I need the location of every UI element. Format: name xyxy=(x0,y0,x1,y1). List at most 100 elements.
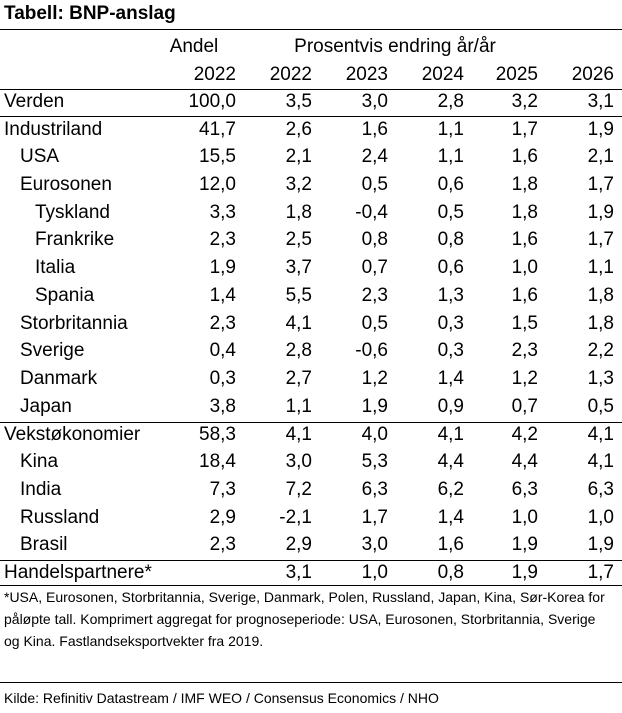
table-cell: 3,7 xyxy=(285,257,312,278)
table-cell: 3,8 xyxy=(209,396,236,417)
table-cell: -0,6 xyxy=(355,340,388,361)
table-cell: 0,3 xyxy=(437,340,464,361)
table-cell: 1,7 xyxy=(511,119,538,140)
row-label: Vekstøkonomier xyxy=(4,424,141,445)
row-label: Eurosonen xyxy=(20,174,112,195)
table-cell: 3,1 xyxy=(285,562,312,583)
table-cell: 1,6 xyxy=(511,285,538,306)
table-cell: -0,4 xyxy=(355,202,388,223)
table-cell: 2,5 xyxy=(285,229,312,250)
table-cell: 0,6 xyxy=(437,174,464,195)
table-cell: 1,1 xyxy=(587,257,614,278)
table-cell: 2,3 xyxy=(209,534,236,555)
table-cell: 2,6 xyxy=(285,119,312,140)
table-cell: 1,7 xyxy=(361,507,388,528)
table-cell: 2,3 xyxy=(209,229,236,250)
table-cell: 4,4 xyxy=(437,451,464,472)
row-label: Spania xyxy=(35,285,95,306)
table-cell: 0,5 xyxy=(361,313,388,334)
header-year: 2024 xyxy=(421,64,464,85)
row-label: India xyxy=(20,479,62,500)
table-cell: 3,5 xyxy=(285,91,312,112)
row-label: Frankrike xyxy=(35,229,115,250)
header-year: 2025 xyxy=(495,64,538,85)
header-pct-change: Prosentvis endring år/år xyxy=(294,36,496,57)
table-cell: 2,1 xyxy=(285,146,312,167)
table-cell: 3,0 xyxy=(285,451,312,472)
row-label: Japan xyxy=(20,396,72,417)
table-cell: 2,1 xyxy=(587,146,614,167)
table-cell: 1,1 xyxy=(437,119,464,140)
table-cell: 1,4 xyxy=(437,368,464,389)
table-cell: 0,5 xyxy=(437,202,464,223)
table-cell: 6,2 xyxy=(437,479,464,500)
table-cell: 4,1 xyxy=(285,424,312,445)
table-cell: 1,9 xyxy=(511,562,538,583)
table-cell: 15,5 xyxy=(199,146,236,167)
table-cell: 1,6 xyxy=(511,229,538,250)
table-cell: 0,4 xyxy=(209,340,236,361)
table-cell: 0,3 xyxy=(209,368,236,389)
table-cell: 1,3 xyxy=(587,368,614,389)
table-cell: 1,1 xyxy=(285,396,312,417)
table-cell: 3,3 xyxy=(209,202,236,223)
table-cell: 3,2 xyxy=(285,174,312,195)
table-cell: 4,0 xyxy=(361,424,388,445)
table-cell: 0,8 xyxy=(437,562,464,583)
table-cell: 0,8 xyxy=(437,229,464,250)
header-year: 2023 xyxy=(345,64,388,85)
table-cell: 6,3 xyxy=(511,479,538,500)
row-label: USA xyxy=(20,146,60,167)
table-cell: 1,0 xyxy=(511,507,538,528)
table-cell: 4,2 xyxy=(511,424,538,445)
row-label: Verden xyxy=(4,91,65,112)
table-cell: 1,0 xyxy=(511,257,538,278)
table-cell: 7,2 xyxy=(285,479,312,500)
table-cell: 12,0 xyxy=(199,174,236,195)
header-year: 2026 xyxy=(571,64,614,85)
table-cell: 1,7 xyxy=(587,562,614,583)
table-cell: 1,4 xyxy=(209,285,236,306)
row-label: Russland xyxy=(20,507,100,528)
row-label: Sverige xyxy=(20,340,85,361)
table-cell: 3,2 xyxy=(511,91,538,112)
table-cell: 1,8 xyxy=(587,313,614,334)
table-cell: 2,2 xyxy=(587,340,614,361)
table-cell: 2,3 xyxy=(209,313,236,334)
row-label: Industriland xyxy=(4,119,103,140)
rule-after-vekst-group xyxy=(0,560,622,561)
rule-after-handelspartnere xyxy=(0,585,622,586)
table-cell: 3,0 xyxy=(361,534,388,555)
table-cell: 0,5 xyxy=(361,174,388,195)
table-cell: 1,2 xyxy=(511,368,538,389)
row-label: Danmark xyxy=(20,368,98,389)
table-cell: 1,4 xyxy=(437,507,464,528)
table-cell: 1,6 xyxy=(511,146,538,167)
table-cell: 1,9 xyxy=(361,396,388,417)
table-cell: 1,7 xyxy=(587,229,614,250)
table-cell: 4,1 xyxy=(437,424,464,445)
table-cell: 1,6 xyxy=(437,534,464,555)
table-cell: 41,7 xyxy=(199,119,236,140)
header-rule xyxy=(0,89,622,90)
table-cell: 0,3 xyxy=(437,313,464,334)
table-cell: 100,0 xyxy=(188,91,236,112)
source-rule xyxy=(0,682,622,683)
table-cell: 4,1 xyxy=(587,451,614,472)
table-cell: 0,8 xyxy=(361,229,388,250)
table-cell: 0,7 xyxy=(511,396,538,417)
table-cell: 7,3 xyxy=(209,479,236,500)
table-cell: 1,9 xyxy=(587,119,614,140)
table-cell: 2,4 xyxy=(361,146,388,167)
table-cell: 1,6 xyxy=(361,119,388,140)
table-cell: 0,9 xyxy=(437,396,464,417)
table-cell: 2,9 xyxy=(285,534,312,555)
table-cell: 3,0 xyxy=(361,91,388,112)
table-cell: 2,9 xyxy=(209,507,236,528)
table-cell: 1,3 xyxy=(437,285,464,306)
row-label: Handelspartnere* xyxy=(4,562,152,583)
table-cell: -2,1 xyxy=(279,507,312,528)
footnote: *USA, Eurosonen, Storbritannia, Sverige,… xyxy=(4,589,605,649)
table-cell: 1,8 xyxy=(587,285,614,306)
row-label: Brasil xyxy=(20,534,68,555)
